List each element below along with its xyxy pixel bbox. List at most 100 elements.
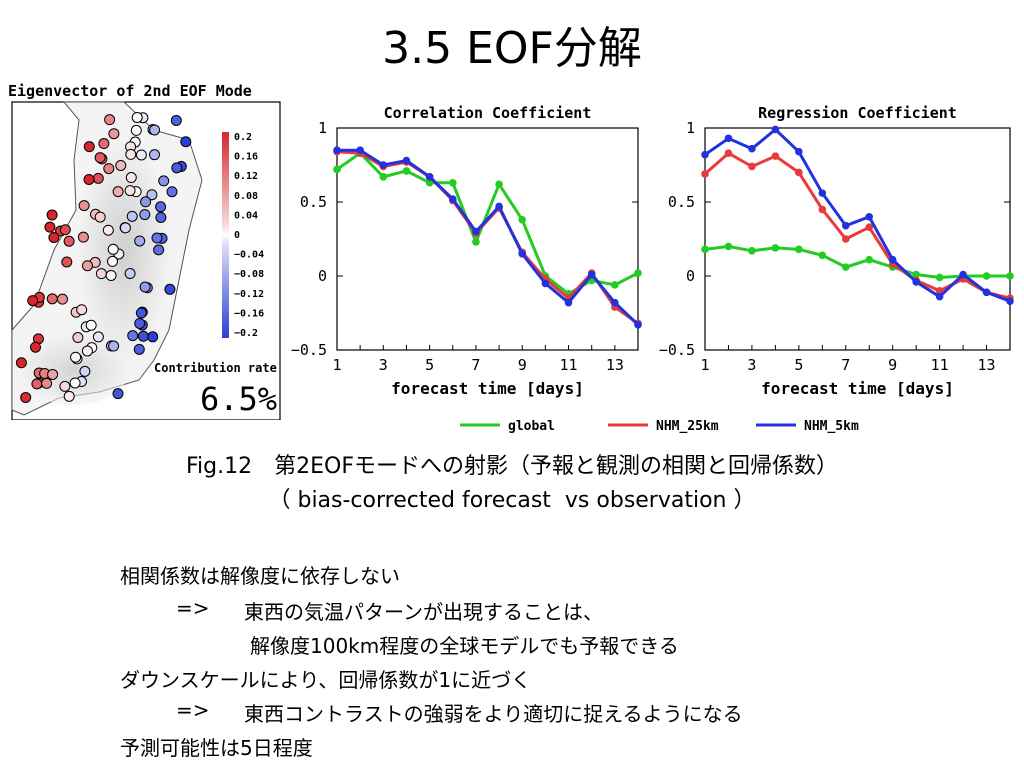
station-dot: [180, 136, 192, 148]
station-dot: [102, 224, 114, 236]
station-dot: [155, 211, 167, 223]
x-tick-label: 9: [518, 356, 527, 374]
station-dot: [27, 295, 39, 307]
station-dot: [170, 115, 182, 127]
station-dot: [69, 377, 81, 389]
data-point-NHM_25km: [748, 162, 756, 171]
station-dot: [57, 293, 68, 305]
station-dot: [107, 243, 119, 255]
data-point-global: [495, 180, 503, 189]
data-point-global: [518, 215, 527, 224]
data-point-NHM_5km: [724, 134, 733, 143]
data-point-NHM_25km: [935, 287, 944, 295]
data-point-NHM_5km: [959, 270, 967, 279]
data-point-global: [818, 251, 827, 260]
plot-frame: [336, 127, 639, 351]
body-line-4: ダウンスケールにより、回帰係数が1に近づく: [120, 668, 532, 692]
data-point-NHM_5km: [518, 250, 527, 258]
station-dot: [130, 124, 142, 136]
station-dot: [95, 268, 107, 280]
data-point-NHM_5km: [982, 288, 991, 297]
data-point-global: [865, 255, 874, 264]
data-point-NHM_5km: [495, 202, 503, 211]
station-dot: [164, 283, 176, 295]
station-dot: [48, 231, 60, 243]
data-point-global: [771, 244, 780, 252]
station-dot: [107, 255, 118, 267]
series-line-NHM_5km: [337, 148, 640, 326]
body-line-1: 相関係数は解像度に依存しない: [120, 564, 400, 588]
x-tick-label: 3: [747, 356, 756, 374]
data-point-NHM_25km: [701, 170, 709, 178]
data-point-NHM_5km: [912, 278, 920, 286]
x-tick-label: 13: [978, 356, 996, 374]
data-point-NHM_25km: [865, 223, 874, 231]
station-dot: [44, 221, 56, 233]
station-dot: [83, 173, 95, 185]
data-point-NHM_5km: [818, 189, 827, 197]
data-point-global: [472, 238, 480, 246]
colorbar-tick-label: −0.16: [234, 308, 264, 319]
data-point-NHM_5km: [472, 227, 480, 236]
chart-title: Regression Coefficient: [758, 104, 957, 122]
station-dot: [171, 162, 183, 174]
y-tick-label: 0: [318, 267, 327, 285]
station-dot: [149, 149, 160, 161]
series-line-NHM_5km: [704, 127, 1011, 303]
data-point-global: [748, 247, 756, 255]
y-tick-label: 0.5: [300, 193, 327, 211]
data-point-NHM_5km: [379, 161, 388, 169]
body-line-2: 東西の気温パターンが出現することは、: [244, 600, 603, 624]
colorbar-tick-label: 0.2: [234, 132, 252, 143]
data-point-NHM_25km: [818, 205, 827, 214]
station-dot: [104, 114, 116, 126]
station-dot: [59, 380, 71, 392]
station-dot: [59, 224, 71, 236]
data-point-global: [795, 245, 803, 254]
x-tick-label: 1: [700, 356, 709, 374]
y-tick-label: 1: [318, 119, 327, 137]
station-dot: [63, 390, 75, 402]
data-point-global: [701, 245, 709, 254]
station-dot: [135, 149, 147, 161]
colorbar-tick-label: −0.12: [234, 289, 264, 300]
station-dot: [98, 138, 110, 150]
body-arrow-1: =>: [176, 596, 210, 620]
body-line-5: 東西コントラストの強弱をより適切に捉えるようになる: [244, 702, 743, 726]
station-dot: [112, 388, 124, 400]
station-dot: [149, 124, 161, 136]
colorbar-tick-label: 0.12: [234, 171, 258, 182]
colorbar-tick-label: −0.2: [234, 328, 258, 339]
correlation-chart: Correlation Coefficient 1 0.5 0 −0.5 1 3 5 7 9 11 1…: [282, 98, 644, 416]
station-dot: [137, 330, 149, 342]
body-line-3: 解像度100km程度の全球モデルでも予報できる: [250, 634, 679, 658]
map-title: Eigenvector of 2nd EOF Mode: [8, 82, 252, 100]
station-dot: [119, 222, 131, 234]
contribution-value: 6.5%: [200, 380, 277, 418]
chart-legend: global NHM_25km NHM_5km: [440, 414, 880, 436]
station-dot: [134, 317, 146, 329]
station-dot: [166, 186, 178, 198]
station-dot: [94, 211, 106, 223]
station-dot: [139, 209, 151, 221]
y-tick-label: 1: [686, 119, 695, 137]
colorbar-tick-label: 0: [234, 230, 240, 241]
station-dot: [108, 128, 120, 140]
x-axis-label: forecast time [days]: [391, 379, 584, 398]
data-point-NHM_5km: [448, 195, 457, 203]
data-point-NHM_5km: [541, 279, 550, 288]
data-point-NHM_5km: [425, 173, 434, 181]
x-tick-label: 1: [332, 356, 341, 374]
station-dot: [103, 163, 115, 175]
colorbar-tick-label: −0.08: [234, 269, 264, 280]
station-dot: [92, 331, 104, 343]
station-dot: [125, 148, 137, 160]
legend-svg: global NHM_25km NHM_5km: [460, 419, 859, 434]
x-tick-label: 11: [560, 356, 578, 374]
data-point-NHM_5km: [935, 292, 944, 301]
x-tick-label: 5: [425, 356, 434, 374]
station-dot: [147, 331, 159, 343]
x-tick-label: 5: [794, 356, 803, 374]
station-dot: [134, 235, 146, 247]
